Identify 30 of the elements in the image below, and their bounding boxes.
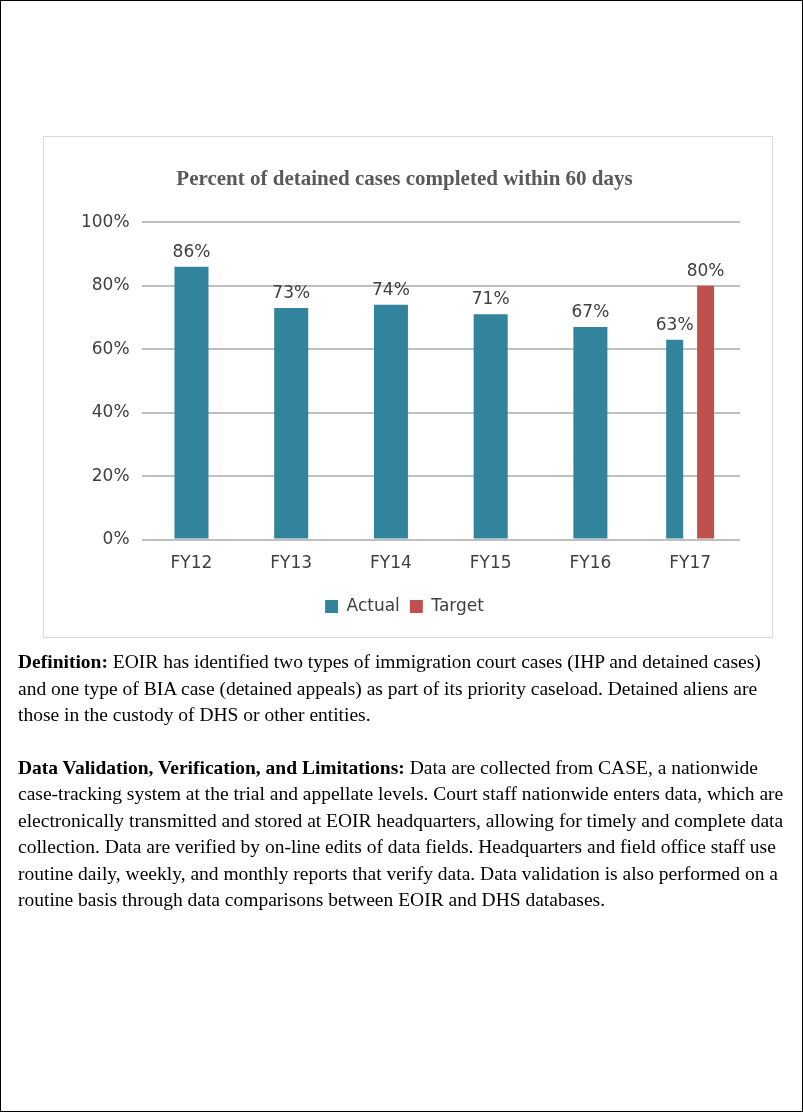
- legend-label: Target: [430, 594, 485, 615]
- y-tick-label: 20%: [91, 464, 130, 485]
- x-tick-label: FY15: [469, 552, 512, 573]
- x-tick-label: FY17: [669, 552, 712, 573]
- data-label: 63%: [655, 313, 694, 334]
- y-tick-label: 60%: [91, 337, 130, 358]
- text: Definition: EOIR has identified two types of immigration court cases (IHP and detained cases) and one type of BIA case (detained appeals) as part of its priority caseload. Detained aliens are those in the custody of DHS or other entities.: [18, 650, 762, 727]
- data-label: 74%: [372, 278, 410, 299]
- bar: [697, 285, 715, 539]
- chart-title: Percent of detained cases completed within 60 days: [176, 166, 633, 191]
- y-tick-label: 0%: [102, 528, 130, 549]
- text: Data Validation, Verification, and Limitations: Data are collected from CASE, a nationwide case-tracking system at the trial and appellate levels. Court staff nationwide enters data, which are electronically transmitted and stored at EOIR headquarters, allowing for timely and complete data collection. Data are verified by on-line edits of data fields. Headquarters and field office staff use routine daily, weekly, and monthly reports that verify data. Data validation is also performed on a routine basis through data comparisons between EOIR and DHS databases.: [18, 755, 785, 912]
- data-label: 71%: [471, 288, 510, 309]
- x-tick-label: FY14: [370, 552, 412, 573]
- y-tick-label: 40%: [91, 401, 130, 422]
- data-label: 86%: [172, 240, 211, 261]
- x-tick-label: FY13: [270, 552, 313, 573]
- bar: [373, 304, 408, 539]
- y-tick-label: 100%: [80, 210, 130, 231]
- bar: [174, 266, 209, 539]
- bar: [573, 326, 608, 539]
- data-label: 73%: [272, 281, 311, 302]
- y-tick-label: 80%: [91, 274, 130, 295]
- x-tick-label: FY12: [170, 552, 213, 573]
- legend-label: Actual: [346, 594, 400, 615]
- data-label: 67%: [571, 300, 610, 321]
- bar: [274, 307, 309, 539]
- x-tick-label: FY16: [569, 552, 612, 573]
- data-label: 80%: [686, 259, 725, 280]
- bar: [473, 314, 508, 539]
